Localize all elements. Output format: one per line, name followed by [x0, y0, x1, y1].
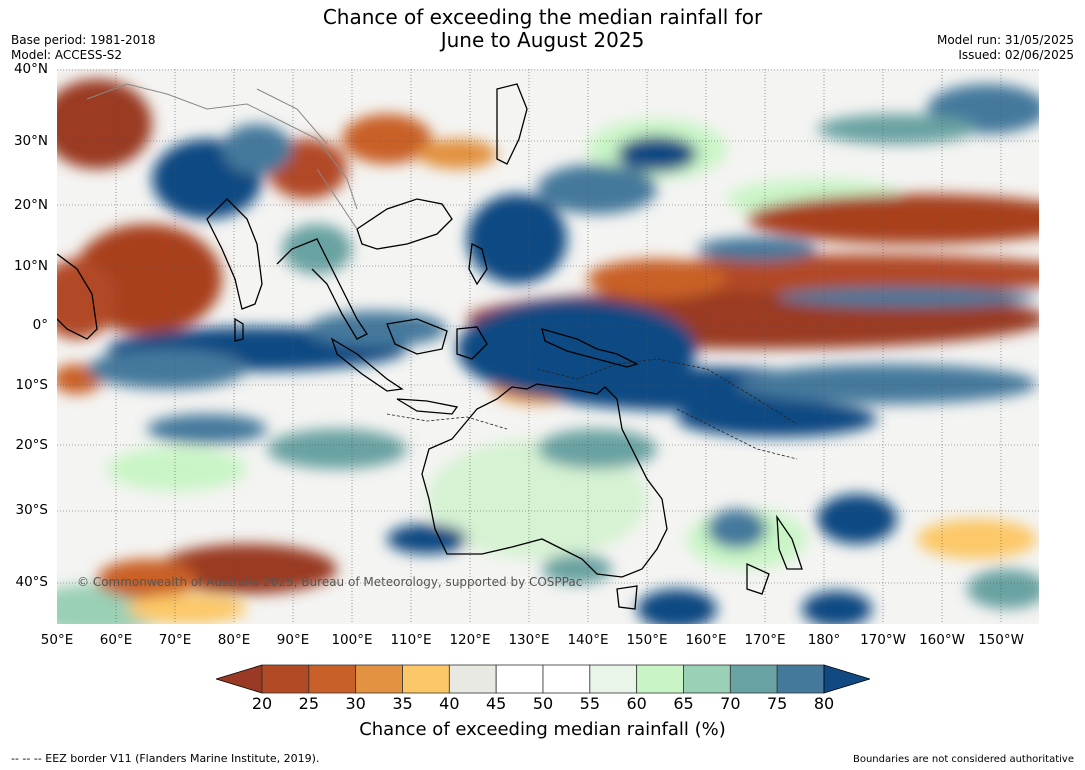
lat-label-40n: 40°N	[13, 61, 48, 77]
colorbar-tick-label: 25	[298, 694, 320, 713]
colorbar-segment	[683, 664, 731, 694]
colorbar-tick-label: 80	[813, 694, 835, 713]
lon-label-150w: 150°W	[978, 632, 1024, 648]
lon-label-90e: 90°E	[276, 632, 310, 648]
colorbar-tick-label: 55	[579, 694, 601, 713]
colorbar-segment	[261, 664, 310, 694]
eez-legend-note: -- -- -- EEZ border V11 (Flanders Marine…	[11, 752, 320, 765]
lon-label-170e: 170°E	[744, 632, 786, 648]
lon-label-70e: 70°E	[158, 632, 192, 648]
lon-label-150e: 150°E	[626, 632, 668, 648]
copyright-notice: © Commonwealth of Australia 2025, Bureau…	[77, 575, 583, 589]
colorbar-segment	[729, 664, 778, 694]
lat-label-30s: 30°S	[15, 502, 49, 518]
eez-borders	[386, 358, 798, 460]
country-borders	[86, 83, 358, 230]
coastlines	[57, 83, 803, 610]
lat-label-10s: 10°S	[15, 377, 49, 393]
lon-label-80e: 80°E	[217, 632, 251, 648]
lat-label-30n: 30°N	[13, 133, 48, 149]
lon-label-180: 180°	[807, 632, 841, 648]
boundaries-disclaimer: Boundaries are not considered authoritat…	[852, 754, 1074, 765]
colorbar-tick-label: 30	[345, 694, 366, 713]
map-title-line1: Chance of exceeding the median rainfall …	[322, 5, 763, 29]
lon-label-130e: 130°E	[508, 632, 550, 648]
colorbar-segment	[542, 664, 591, 694]
lon-label-50e: 50°E	[40, 632, 74, 648]
lon-label-160e: 160°E	[685, 632, 727, 648]
colorbar-tick-label: 60	[626, 694, 647, 713]
colorbar-segment	[402, 664, 450, 694]
lon-label-120e: 120°E	[449, 632, 491, 648]
colorbar-tick-label: 40	[439, 694, 460, 713]
colorbar-segment	[355, 664, 403, 694]
lon-label-110e: 110°E	[390, 632, 432, 648]
lon-label-140e: 140°E	[567, 632, 609, 648]
lat-label-0: 0°	[32, 317, 48, 333]
colorbar-tick-label: 65	[673, 694, 694, 713]
colorbar-tick-label: 50	[532, 694, 554, 713]
probability-field	[57, 79, 1039, 624]
base-period: Base period: 1981-2018	[11, 33, 156, 47]
lon-label-170w: 170°W	[860, 632, 906, 648]
colorbar-segment	[589, 664, 638, 694]
graticule	[57, 69, 1039, 624]
issued-date: Issued: 02/06/2025	[958, 48, 1074, 62]
lat-label-20n: 20°N	[13, 197, 48, 213]
colorbar-tick-label: 20	[251, 694, 273, 713]
map-title-line2: June to August 2025	[440, 28, 645, 52]
colorbar-tick-label: 35	[392, 694, 413, 713]
colorbar-segment	[636, 664, 684, 694]
colorbar-extend-low	[216, 664, 263, 694]
colorbar-segment	[776, 664, 825, 694]
colorbar-segment	[448, 664, 497, 694]
lat-label-20s: 20°S	[15, 437, 49, 453]
rainfall-map	[57, 69, 1039, 624]
colorbar-segment	[495, 664, 544, 694]
lon-label-60e: 60°E	[99, 632, 133, 648]
lon-label-100e: 100°E	[331, 632, 373, 648]
colorbar-tick-label: 75	[766, 694, 788, 713]
colorbar-tick-label: 70	[720, 694, 741, 713]
colorbar-extend-high	[823, 664, 870, 694]
model-name: Model: ACCESS-S2	[11, 48, 123, 62]
model-run: Model run: 31/05/2025	[936, 33, 1074, 47]
colorbar	[216, 664, 870, 694]
lat-label-10n: 10°N	[13, 258, 48, 274]
lat-label-40s: 40°S	[15, 574, 49, 590]
colorbar-title: Chance of exceeding median rainfall (%)	[359, 719, 726, 740]
colorbar-tick-label: 45	[485, 694, 507, 713]
colorbar-segment	[308, 664, 357, 694]
lon-label-160w: 160°W	[919, 632, 965, 648]
